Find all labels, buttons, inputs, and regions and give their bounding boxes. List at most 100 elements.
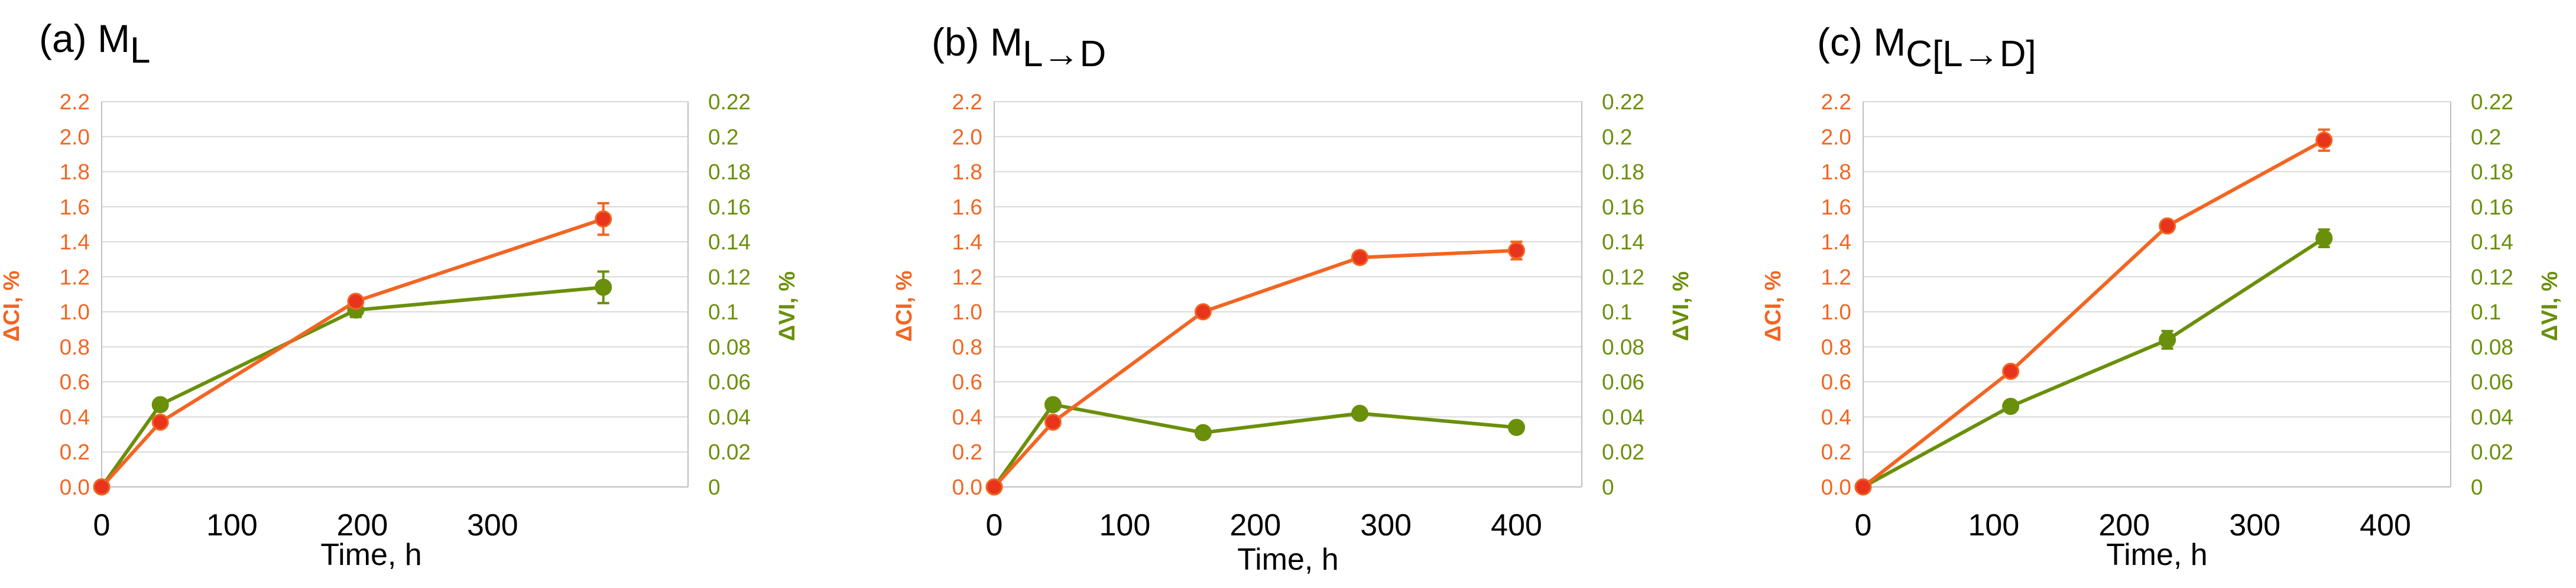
panel-title-label: (b) M xyxy=(932,20,1023,64)
y-right-tick-label: 0.02 xyxy=(1602,440,1644,464)
y-left-tick-label: 1.2 xyxy=(1821,265,1851,289)
y-left-axis-title: ΔCI, % xyxy=(1761,271,1786,342)
vi-series xyxy=(93,270,612,496)
y-right-tick-label: 0.2 xyxy=(708,125,738,149)
x-tick-label: 0 xyxy=(986,508,1003,542)
y-right-tick-label: 0.2 xyxy=(2471,125,2501,149)
y-right-tick-label: 0 xyxy=(2471,475,2483,499)
vi-point xyxy=(2159,331,2176,349)
y-right-tick-label: 0.08 xyxy=(1602,335,1644,359)
vi-point xyxy=(1044,396,1062,414)
y-left-tick-label: 1.8 xyxy=(60,160,90,184)
vi-series xyxy=(985,396,1526,496)
x-tick-label: 200 xyxy=(1229,508,1281,542)
y-right-tick-label: 0.22 xyxy=(2471,90,2513,114)
x-tick-label: 300 xyxy=(467,508,518,542)
y-right-tick-label: 0.08 xyxy=(2471,335,2513,359)
panel-title-subscript: C[L→D] xyxy=(1906,34,2036,74)
y-left-tick-label: 2.0 xyxy=(1821,125,1851,149)
ci-point xyxy=(93,478,111,496)
panel-title-label: (c) M xyxy=(1817,20,1906,64)
y-right-tick-label: 0.04 xyxy=(708,405,751,429)
panel-title-label: (a) M xyxy=(39,17,130,60)
ci-point xyxy=(2159,217,2176,235)
ci-point xyxy=(985,478,1003,496)
y-left-tick-label: 0.2 xyxy=(1821,440,1851,464)
y-left-tick-label: 1.8 xyxy=(1821,160,1851,184)
y-left-tick-label: 0.0 xyxy=(1821,475,1851,499)
vi-point xyxy=(2002,398,2020,415)
y-right-tick-label: 0.22 xyxy=(708,90,751,114)
y-right-tick-label: 0.06 xyxy=(2471,370,2513,394)
ci-point xyxy=(1854,478,1872,496)
y-right-tick-label: 0.18 xyxy=(708,160,751,184)
vi-point xyxy=(1351,405,1368,423)
y-left-tick-label: 1.0 xyxy=(60,300,90,324)
x-axis-title: Time, h xyxy=(1237,542,1338,577)
x-tick-label: 200 xyxy=(337,508,388,542)
ci-line xyxy=(1862,138,2325,489)
y-right-axis-title: ΔVI, % xyxy=(775,271,800,341)
y-right-tick-label: 0.02 xyxy=(2471,440,2513,464)
y-right-tick-label: 0.08 xyxy=(708,335,751,359)
x-tick-label: 400 xyxy=(1491,508,1542,542)
y-left-tick-label: 1.2 xyxy=(952,265,982,289)
ci-series xyxy=(1854,128,2333,496)
y-left-tick-label: 2.2 xyxy=(952,90,982,114)
y-right-tick-label: 0.2 xyxy=(1602,125,1632,149)
y-left-tick-label: 0.4 xyxy=(60,405,90,429)
y-right-axis-title: ΔVI, % xyxy=(1669,271,1693,341)
y-left-tick-label: 0.4 xyxy=(952,405,982,429)
y-right-tick-label: 0.18 xyxy=(1602,160,1644,184)
y-left-tick-label: 0.6 xyxy=(60,370,90,394)
vi-point xyxy=(1508,418,1526,436)
x-axis-title: Time, h xyxy=(320,538,421,572)
y-left-tick-label: 0.4 xyxy=(1821,405,1851,429)
y-right-axis-title: ΔVI, % xyxy=(2538,271,2562,341)
y-right-tick-label: 0.1 xyxy=(1602,300,1632,324)
chart-panel-1: 0.0 00.2 0.020.4 0.040.6 0.060.8 0.081.0 0.11.… xyxy=(0,17,800,572)
ci-point xyxy=(347,293,365,310)
y-left-tick-label: 1.2 xyxy=(60,265,90,289)
ci-series xyxy=(93,202,612,496)
y-left-tick-label: 1.6 xyxy=(1821,195,1851,219)
y-left-tick-label: 1.4 xyxy=(1821,230,1851,254)
y-right-tick-label: 0.1 xyxy=(2471,300,2501,324)
y-left-tick-label: 1.8 xyxy=(952,160,982,184)
ci-line xyxy=(100,217,604,489)
y-left-tick-label: 1.4 xyxy=(60,230,90,254)
vi-line xyxy=(1862,236,2325,489)
y-left-tick-label: 0.2 xyxy=(952,440,982,464)
x-axis-title: Time, h xyxy=(2106,538,2207,572)
y-left-tick-label: 2.0 xyxy=(952,125,982,149)
ci-point xyxy=(1351,249,1368,267)
y-right-tick-label: 0.14 xyxy=(2471,230,2513,254)
vi-point xyxy=(1194,424,1212,441)
panel-title: (a) ML xyxy=(39,17,150,71)
y-right-tick-label: 0 xyxy=(708,475,721,499)
ci-point xyxy=(2315,131,2333,149)
x-tick-label: 200 xyxy=(2098,508,2150,542)
y-left-tick-label: 0.6 xyxy=(1821,370,1851,394)
y-left-tick-label: 0.0 xyxy=(952,475,982,499)
y-left-tick-label: 0.0 xyxy=(60,475,90,499)
panel-title: (b) ML→D xyxy=(932,20,1106,74)
y-left-tick-label: 2.2 xyxy=(60,90,90,114)
panel-title: (c) MC[L→D] xyxy=(1817,20,2036,74)
ci-point xyxy=(1508,242,1526,259)
y-left-tick-label: 0.6 xyxy=(952,370,982,394)
y-right-tick-label: 0.16 xyxy=(2471,195,2513,219)
vi-point xyxy=(151,396,169,414)
ci-point xyxy=(1044,413,1062,431)
y-left-tick-label: 0.2 xyxy=(60,440,90,464)
chart-panel-2: 0.0 00.2 0.020.4 0.040.6 0.060.8 0.081.0 0.11.… xyxy=(892,20,1693,577)
ci-point xyxy=(2002,362,2020,380)
y-right-tick-label: 0.14 xyxy=(708,230,751,254)
y-left-tick-label: 1.0 xyxy=(1821,300,1851,324)
y-right-tick-label: 0.02 xyxy=(708,440,751,464)
x-tick-label: 100 xyxy=(1099,508,1151,542)
ci-point xyxy=(1194,303,1212,321)
y-right-tick-label: 0.12 xyxy=(1602,265,1644,289)
y-left-tick-label: 0.8 xyxy=(60,335,90,359)
y-right-tick-label: 0.16 xyxy=(708,195,751,219)
